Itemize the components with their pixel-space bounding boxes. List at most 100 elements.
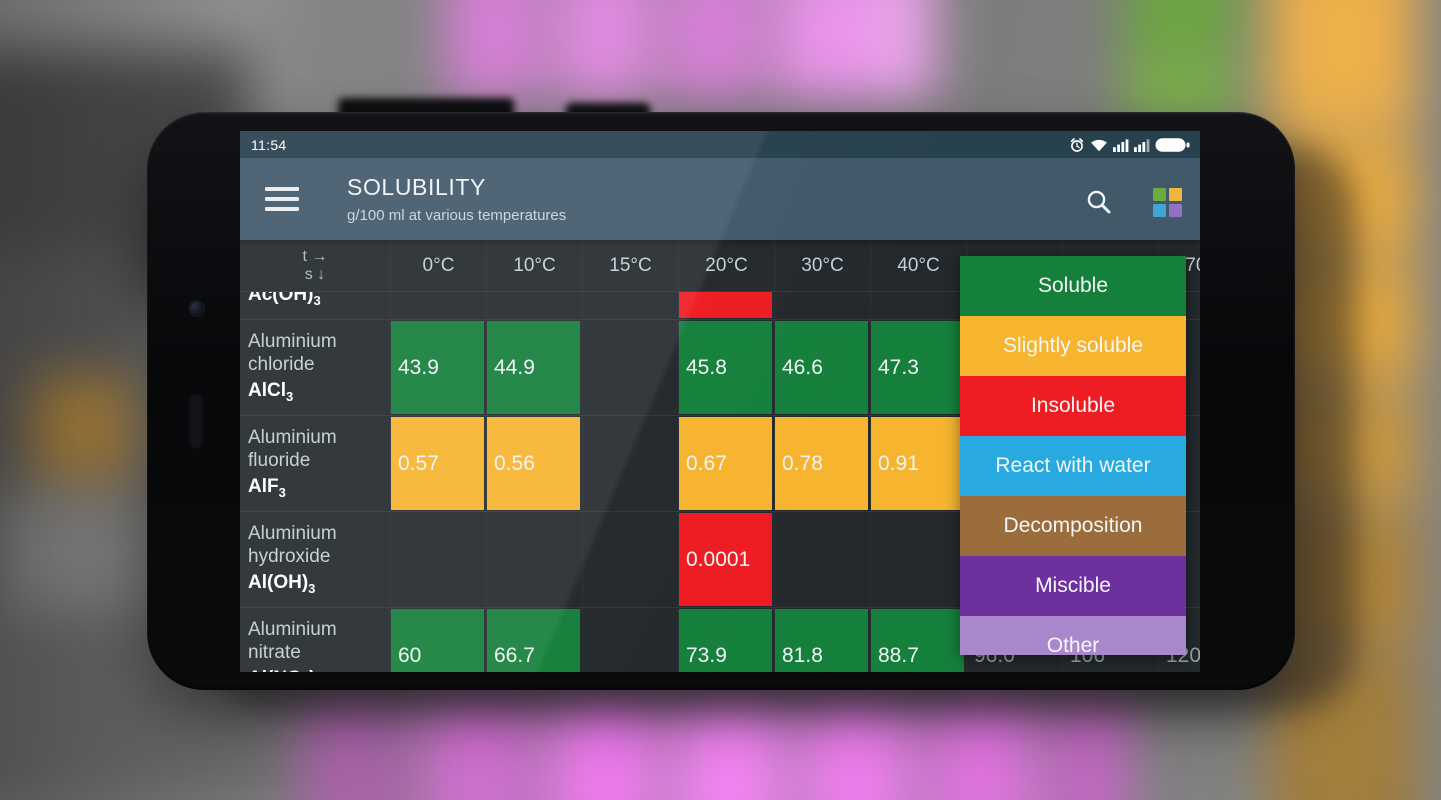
solubility-cell[interactable]: 44.9 [486, 320, 582, 415]
solubility-cell[interactable]: 60 [390, 608, 486, 672]
cell-fill-soluble [871, 609, 964, 672]
column-header: 30°C [774, 240, 870, 291]
compound-name-line: Aluminium [248, 619, 337, 640]
legend-item-react_with_water[interactable]: React with water [960, 436, 1186, 496]
bg-block [1124, 0, 1238, 52]
solubility-cell[interactable]: 73.9 [678, 608, 774, 672]
compound-name-line: nitrate [248, 642, 301, 663]
menu-icon [265, 207, 299, 211]
cell-value: 0.0001 [686, 547, 751, 571]
solubility-cell[interactable] [582, 416, 678, 511]
solubility-cell[interactable]: 47.3 [870, 320, 966, 415]
front-camera [188, 300, 205, 317]
legend-item-insoluble[interactable]: Insoluble [960, 376, 1186, 436]
solubility-cell[interactable] [582, 292, 678, 319]
bg-block [0, 490, 135, 610]
bg-block [30, 375, 135, 480]
column-header: 20°C [678, 240, 774, 291]
table-row: Aluminium chloride AlCl3 43.9 44.9 45.8 46.6 47… [240, 320, 1200, 416]
compound-label[interactable]: Ac(OH)3 [240, 292, 390, 319]
grid-square-yellow [1169, 188, 1182, 201]
solubility-cell[interactable] [774, 512, 870, 607]
table-row: Aluminium fluoride AlF3 0.57 0.56 0.67 0.78 0.9… [240, 416, 1200, 512]
solubility-cell[interactable]: 0.78 [774, 416, 870, 511]
solubility-cell[interactable] [390, 512, 486, 607]
compound-formula: Al(NO3)3 [248, 667, 384, 672]
solubility-cell[interactable]: 0.57 [390, 416, 486, 511]
compound-formula: Al(OH)3 [248, 572, 316, 596]
apps-grid-button[interactable] [1153, 188, 1182, 217]
solubility-cell[interactable]: 46.6 [774, 320, 870, 415]
cell-fill-slightly_soluble [775, 417, 868, 510]
legend-item-decomposition[interactable]: Decomposition [960, 496, 1186, 556]
wifi-icon [1091, 139, 1107, 151]
solubility-cell[interactable] [870, 512, 966, 607]
cell-fill-slightly_soluble [679, 417, 772, 510]
cell-value: 0.78 [782, 451, 823, 475]
status-icons [1069, 137, 1190, 153]
solubility-cell[interactable]: 0.0001 [678, 512, 774, 607]
status-time: 11:54 [251, 136, 287, 153]
compound-name-line: chloride [248, 354, 315, 375]
phone-frame: 11:54 [147, 112, 1295, 690]
cell-value: 0.56 [494, 451, 535, 475]
solubility-cell[interactable] [582, 320, 678, 415]
bg-block [1268, 0, 1418, 130]
bg-block [925, 688, 1035, 800]
search-button[interactable] [1085, 188, 1112, 215]
solubility-cell[interactable] [870, 292, 966, 319]
compound-name-line: Aluminium [248, 331, 337, 352]
bg-block [675, 688, 785, 800]
legend-item-slightly_soluble[interactable]: Slightly soluble [960, 316, 1186, 376]
solubility-cell[interactable] [486, 512, 582, 607]
solubility-cell[interactable] [582, 512, 678, 607]
cell-value: 0.67 [686, 451, 727, 475]
cell-fill-soluble [679, 609, 772, 672]
solubility-cell[interactable] [390, 292, 486, 319]
battery-icon [1155, 137, 1190, 152]
cell-value: 88.7 [878, 643, 919, 667]
solubility-cell[interactable]: 45.8 [678, 320, 774, 415]
legend-item-soluble[interactable]: Soluble [960, 256, 1186, 316]
solubility-cell[interactable] [774, 292, 870, 319]
cell-value: 47.3 [878, 355, 919, 379]
compound-label[interactable]: Aluminium chloride AlCl3 [240, 320, 390, 415]
solubility-cell[interactable]: 0.91 [870, 416, 966, 511]
signal-icon [1113, 138, 1129, 152]
cell-fill-soluble [679, 321, 772, 414]
solubility-cell[interactable] [486, 292, 582, 319]
bg-block [1050, 688, 1130, 800]
solubility-cell[interactable]: 88.7 [870, 608, 966, 672]
bg-block [776, 0, 872, 100]
bg-block [800, 688, 910, 800]
page-title: SOLUBILITY [347, 174, 486, 200]
menu-icon [265, 187, 299, 191]
cell-fill-insoluble [679, 292, 772, 318]
bg-block [425, 688, 535, 800]
corner-bottom-label: s ↓ [304, 265, 326, 283]
solubility-cell[interactable]: 0.56 [486, 416, 582, 511]
cell-fill-soluble [871, 321, 964, 414]
solubility-cell[interactable] [678, 292, 774, 319]
bg-block [550, 688, 660, 800]
solubility-cell[interactable]: 43.9 [390, 320, 486, 415]
solubility-cell[interactable]: 81.8 [774, 608, 870, 672]
cell-value: 43.9 [398, 355, 439, 379]
legend-item-miscible[interactable]: Miscible [960, 556, 1186, 616]
compound-label[interactable]: Aluminium fluoride AlF3 [240, 416, 390, 511]
menu-button[interactable] [265, 181, 299, 217]
compound-label[interactable]: Aluminium hydroxide Al(OH)3 [240, 512, 390, 607]
cell-fill-insoluble [679, 513, 772, 606]
compound-name-line: Aluminium [248, 427, 337, 448]
legend-item-other[interactable]: Other [960, 616, 1186, 655]
app-bar: SOLUBILITY g/100 ml at various temperatu… [240, 158, 1200, 240]
phone-screen: 11:54 [240, 131, 1200, 672]
cell-value: 44.9 [494, 355, 535, 379]
solubility-cell[interactable]: 66.7 [486, 608, 582, 672]
cell-fill-slightly_soluble [487, 417, 580, 510]
corner-top-label: t → [302, 247, 328, 265]
solubility-cell[interactable] [582, 608, 678, 672]
cell-value: 46.6 [782, 355, 823, 379]
solubility-cell[interactable]: 0.67 [678, 416, 774, 511]
